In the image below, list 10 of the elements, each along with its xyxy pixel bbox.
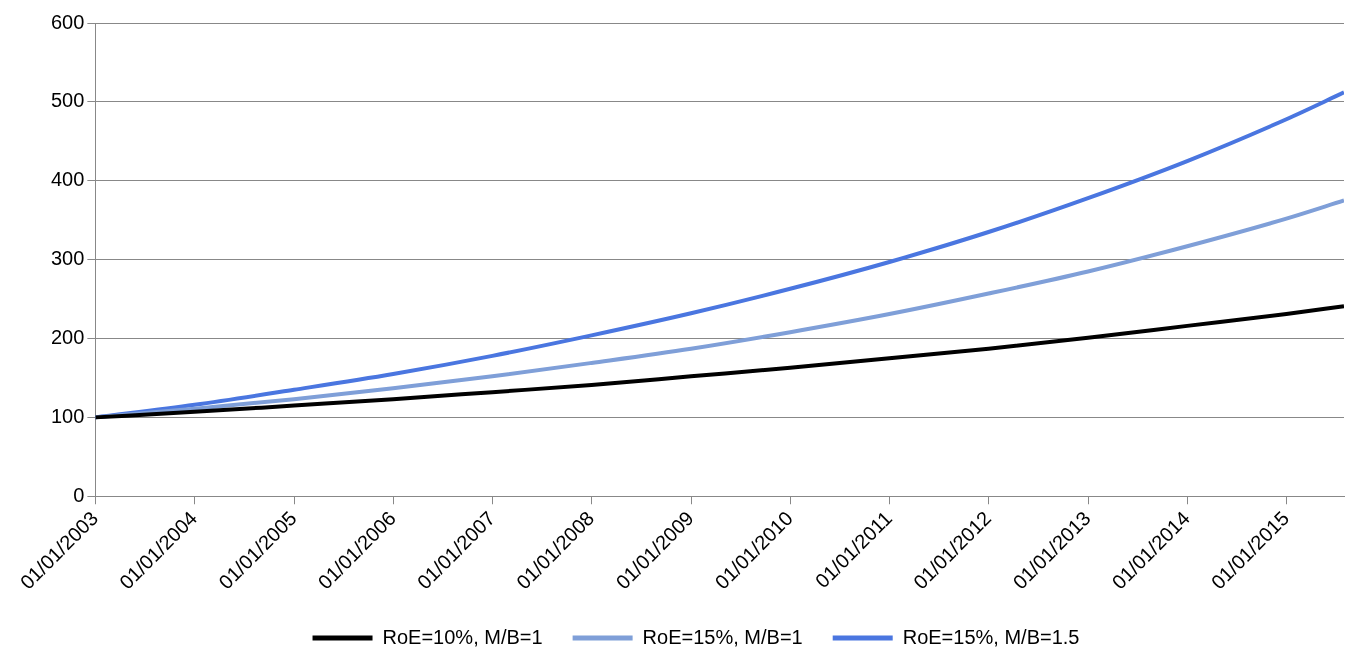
y-tick-label: 200 (50, 326, 85, 349)
y-tick-label: 100 (50, 404, 85, 427)
legend-label: RoE=15%, M/B=1 (642, 625, 803, 648)
y-tick-label: 400 (50, 168, 85, 191)
y-tick-label: 0 (73, 483, 85, 506)
legend-label: RoE=10%, M/B=1 (382, 625, 543, 648)
y-tick-label: 500 (50, 89, 85, 112)
legend-label: RoE=15%, M/B=1.5 (902, 625, 1080, 648)
y-tick-label: 300 (50, 247, 85, 270)
y-tick-label: 600 (50, 10, 85, 33)
